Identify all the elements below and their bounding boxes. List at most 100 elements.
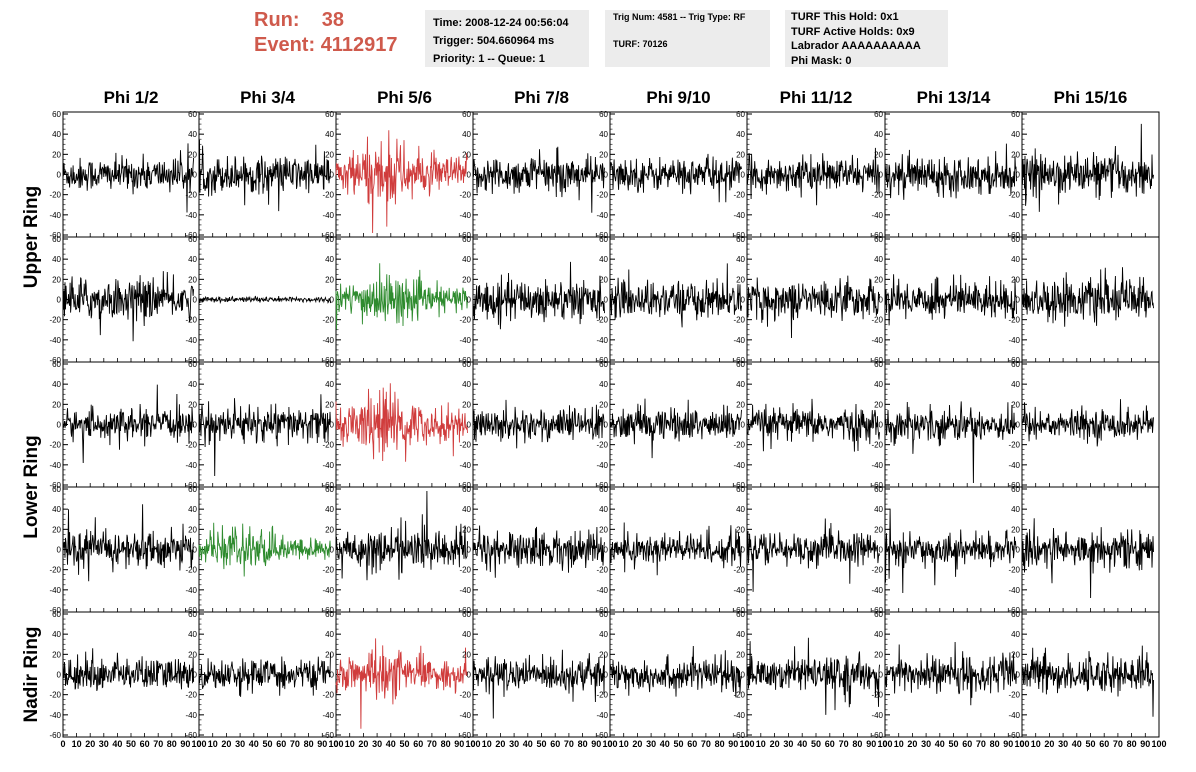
event-line: Event: 4112917 — [254, 33, 397, 58]
x-tick-label-c5: 80 — [715, 739, 725, 749]
y-tick-label-r2-c6: -60 — [733, 356, 745, 365]
y-tick-label-r5-c2: -20 — [185, 691, 197, 700]
x-tick-label-c8: 80 — [1127, 739, 1137, 749]
y-tick-label-r3-c1: -40 — [49, 461, 61, 470]
waveform-r3-c7 — [884, 401, 1017, 484]
x-tick-label-c3: 70 — [427, 739, 437, 749]
x-tick-label-c6: 10 — [756, 739, 766, 749]
y-tick-label-r5-c8: 60 — [1011, 610, 1020, 619]
y-tick-label-r1-c8: -40 — [1008, 211, 1020, 220]
y-tick-label-r5-c8: 0 — [1016, 671, 1021, 680]
y-tick-label-r4-c2: 60 — [188, 485, 197, 494]
x-tick-label-c2: 90 — [317, 739, 327, 749]
y-tick-label-r3-c2: 40 — [188, 380, 197, 389]
x-tick-label-c4: 20 — [495, 739, 505, 749]
y-tick-label-r3-c2: -20 — [185, 441, 197, 450]
x-tick-label-c6: 30 — [783, 739, 793, 749]
x-tick-label-c4: 40 — [523, 739, 533, 749]
y-tick-label-r4-c2: -40 — [185, 586, 197, 595]
y-tick-label-r3-c2: 60 — [188, 360, 197, 369]
waveform-r1-c4 — [472, 146, 605, 213]
y-tick-label-r2-c2: 40 — [188, 255, 197, 264]
y-tick-label-r1-c2: 40 — [188, 130, 197, 139]
y-tick-label-r2-c6: -40 — [733, 336, 745, 345]
row-label-upper-ring: Upper Ring — [21, 186, 42, 288]
y-tick-label-r2-c6: -20 — [733, 316, 745, 325]
y-tick-label-r3-c5: -40 — [596, 461, 608, 470]
y-tick-label-r4-c8: 40 — [1011, 505, 1020, 514]
y-tick-label-r2-c2: -60 — [185, 356, 197, 365]
x-tick-label-c6: 50 — [811, 739, 821, 749]
y-tick-label-r5-c5: 0 — [604, 671, 609, 680]
y-tick-label-r1-c7: 40 — [874, 130, 883, 139]
y-tick-label-r4-c3: -20 — [322, 566, 334, 575]
y-tick-label-r1-c7: 60 — [874, 110, 883, 119]
y-tick-label-r1-c6: 40 — [736, 130, 745, 139]
waveform-r3-c3 — [335, 383, 468, 462]
y-tick-label-r5-c7: 40 — [874, 630, 883, 639]
y-tick-label-r3-c8: -60 — [1008, 481, 1020, 490]
y-tick-label-r3-c3: 60 — [325, 360, 334, 369]
y-tick-label-r3-c1: 40 — [52, 380, 61, 389]
y-tick-label-r4-c7: 20 — [874, 525, 883, 534]
y-tick-label-r5-c8: -20 — [1008, 691, 1020, 700]
column-title-6: Phi 11/12 — [780, 88, 853, 107]
x-tick-label-c1: 60 — [140, 739, 150, 749]
y-tick-label-r2-c7: 20 — [874, 275, 883, 284]
run-value: 38 — [321, 9, 345, 31]
x-tick-label-c4: 50 — [536, 739, 546, 749]
x-tick-label-c4: 0 — [470, 739, 475, 749]
y-tick-label-r3-c3: -20 — [322, 441, 334, 450]
y-tick-label-r5-c8: -60 — [1008, 731, 1020, 740]
y-tick-label-r3-c1: 0 — [57, 421, 62, 430]
y-tick-label-r3-c3: 0 — [330, 421, 335, 430]
y-tick-label-r3-c5: 40 — [599, 380, 608, 389]
y-tick-label-r5-c6: -60 — [733, 731, 745, 740]
waveform-r1-c5 — [609, 153, 742, 203]
y-tick-label-r4-c3: 40 — [325, 505, 334, 514]
y-tick-label-r1-c8: 60 — [1011, 110, 1020, 119]
y-tick-label-r2-c1: 60 — [52, 235, 61, 244]
y-tick-label-r3-c1: -60 — [49, 481, 61, 490]
y-tick-label-r5-c5: -40 — [596, 711, 608, 720]
y-tick-label-r5-c3: -60 — [322, 731, 334, 740]
y-tick-label-r1-c7: -20 — [871, 191, 883, 200]
time-line: Time: 2008-12-24 00:56:04 — [433, 17, 569, 29]
column-title-8: Phi 15/16 — [1054, 88, 1128, 107]
y-tick-label-r4-c7: -40 — [871, 586, 883, 595]
x-tick-label-c7: 80 — [990, 739, 1000, 749]
waveform-r4-c6 — [746, 518, 880, 592]
y-tick-label-r2-c3: 0 — [330, 296, 335, 305]
x-tick-label-c6: 40 — [797, 739, 807, 749]
y-tick-label-r1-c3: 20 — [325, 150, 334, 159]
y-tick-label-r2-c4: 60 — [462, 235, 471, 244]
y-tick-label-r5-c1: 40 — [52, 630, 61, 639]
y-tick-label-r1-c2: -20 — [185, 191, 197, 200]
waveform-r2-c3 — [335, 263, 468, 330]
x-tick-label-c5: 70 — [701, 739, 711, 749]
y-tick-label-r1-c5: -20 — [596, 191, 608, 200]
x-tick-label-c3: 0 — [333, 739, 338, 749]
y-tick-label-r1-c3: 0 — [330, 171, 335, 180]
x-tick-label-c8: 100 — [1151, 739, 1166, 749]
y-tick-label-r3-c6: -60 — [733, 481, 745, 490]
y-tick-label-r5-c6: -40 — [733, 711, 745, 720]
y-tick-label-r2-c7: -60 — [871, 356, 883, 365]
waveform-r5-c1 — [62, 648, 195, 692]
y-tick-label-r2-c4: -60 — [459, 356, 471, 365]
y-tick-label-r2-c8: -20 — [1008, 316, 1020, 325]
x-tick-label-c6: 70 — [839, 739, 849, 749]
y-tick-label-r3-c4: -60 — [459, 481, 471, 490]
y-tick-label-r1-c4: -40 — [459, 211, 471, 220]
waveform-r3-c4 — [472, 399, 605, 449]
y-tick-label-r5-c3: 60 — [325, 610, 334, 619]
x-tick-label-c5: 100 — [739, 739, 754, 749]
y-tick-label-r2-c5: -20 — [596, 316, 608, 325]
y-tick-label-r2-c4: 40 — [462, 255, 471, 264]
y-tick-label-r2-c1: 20 — [52, 275, 61, 284]
y-tick-label-r5-c7: 20 — [874, 650, 883, 659]
y-tick-label-r2-c5: -40 — [596, 336, 608, 345]
waveform-r4-c5 — [609, 522, 742, 576]
y-tick-label-r1-c1: 40 — [52, 130, 61, 139]
y-tick-label-r5-c2: 40 — [188, 630, 197, 639]
